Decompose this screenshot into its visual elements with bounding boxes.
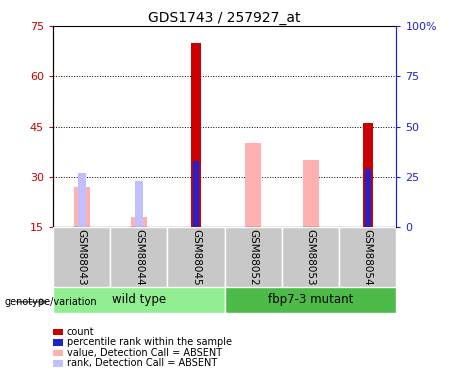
Bar xyxy=(225,287,396,313)
Bar xyxy=(225,227,282,287)
Bar xyxy=(339,227,396,287)
Text: rank, Detection Call = ABSENT: rank, Detection Call = ABSENT xyxy=(67,358,217,368)
Bar xyxy=(74,187,89,227)
Text: value, Detection Call = ABSENT: value, Detection Call = ABSENT xyxy=(67,348,222,358)
Text: GSM88045: GSM88045 xyxy=(191,229,201,285)
Bar xyxy=(363,123,373,227)
Bar xyxy=(53,227,110,287)
Text: GSM88052: GSM88052 xyxy=(248,229,258,285)
Bar xyxy=(135,181,143,227)
Bar xyxy=(131,217,147,227)
Text: wild type: wild type xyxy=(112,294,166,306)
Bar xyxy=(193,160,199,227)
Text: GSM88043: GSM88043 xyxy=(77,229,87,285)
Bar xyxy=(365,169,371,227)
Text: GSM88054: GSM88054 xyxy=(363,229,373,285)
Text: GSM88053: GSM88053 xyxy=(306,229,316,285)
Bar xyxy=(282,227,339,287)
Bar xyxy=(245,143,261,227)
Bar xyxy=(167,227,225,287)
Bar xyxy=(77,173,86,227)
Text: GSM88044: GSM88044 xyxy=(134,229,144,285)
Text: percentile rank within the sample: percentile rank within the sample xyxy=(67,338,232,347)
Bar xyxy=(53,287,225,313)
Text: count: count xyxy=(67,327,95,337)
Text: fbp7-3 mutant: fbp7-3 mutant xyxy=(268,294,353,306)
Title: GDS1743 / 257927_at: GDS1743 / 257927_at xyxy=(148,11,301,25)
Bar xyxy=(302,160,319,227)
Text: genotype/variation: genotype/variation xyxy=(5,297,97,307)
Bar xyxy=(110,227,167,287)
Bar xyxy=(191,43,201,227)
